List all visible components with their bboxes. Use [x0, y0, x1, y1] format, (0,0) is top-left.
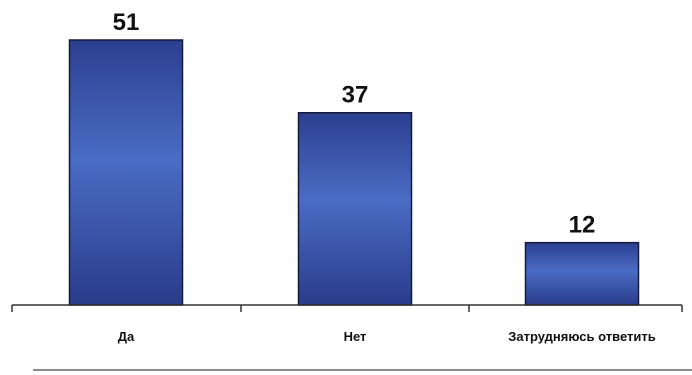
- value-label-1: 37: [342, 82, 369, 109]
- bar-0: [68, 39, 184, 306]
- bar-1: [297, 111, 413, 306]
- value-labels-layer: 51 37 12: [113, 9, 596, 239]
- value-label-2: 12: [569, 212, 596, 239]
- category-label-1: Нет: [344, 329, 367, 344]
- category-label-2: Затрудняюсь ответить: [508, 329, 655, 344]
- bar-2: [524, 241, 640, 306]
- category-label-0: Да: [118, 329, 135, 344]
- value-label-0: 51: [113, 9, 140, 36]
- category-labels-layer: Да Нет Затрудняюсь ответить: [118, 329, 656, 344]
- x-axis: [11, 304, 692, 371]
- bars-layer: [68, 39, 640, 306]
